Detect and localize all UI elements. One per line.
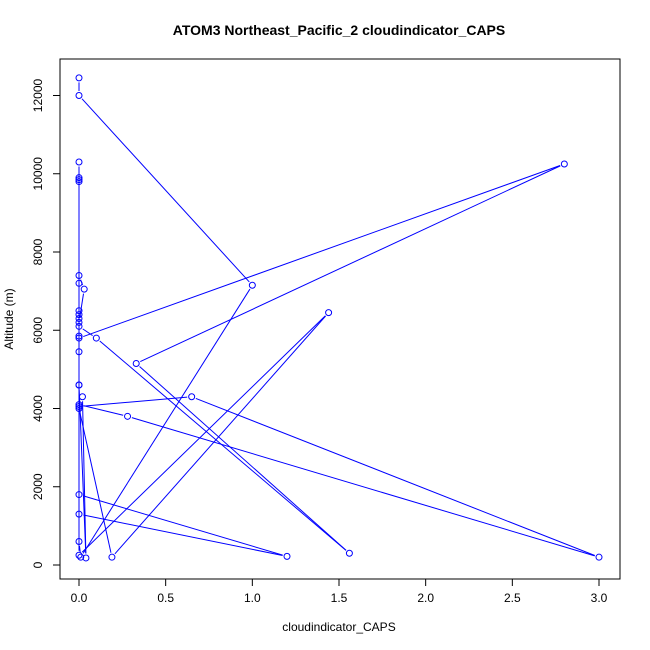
- data-point: [108, 553, 116, 561]
- series-segment: [78, 389, 87, 554]
- data-point: [75, 158, 83, 166]
- series-segment: [82, 401, 87, 554]
- x-tick-label: 2.5: [504, 591, 521, 605]
- data-point: [75, 491, 83, 499]
- data-point: [75, 405, 83, 412]
- data-point: [75, 381, 83, 389]
- data-point: [75, 74, 83, 82]
- data-point: [75, 307, 83, 315]
- data-point: [560, 160, 568, 168]
- data-point: [345, 549, 353, 557]
- series-segment: [139, 366, 347, 551]
- data-point: [80, 285, 88, 293]
- data-point: [75, 538, 83, 546]
- series-segment: [99, 340, 347, 551]
- x-tick-label: 1.5: [331, 591, 348, 605]
- y-tick-label: 10000: [31, 157, 45, 191]
- data-point: [75, 92, 83, 99]
- series-segment: [82, 328, 93, 336]
- series-segment: [83, 405, 124, 416]
- data-point: [325, 309, 333, 317]
- data-point: [75, 334, 83, 342]
- data-point: [78, 393, 86, 401]
- data-point: [283, 552, 291, 560]
- data-series: [75, 74, 603, 562]
- series-segment: [83, 165, 561, 338]
- data-point: [75, 348, 83, 356]
- series-segment: [83, 514, 283, 556]
- x-tick-label: 0.0: [71, 591, 88, 605]
- series-segment: [83, 396, 188, 407]
- series-segment: [81, 98, 250, 283]
- y-tick-label: 0: [31, 561, 45, 568]
- x-tick-label: 0.5: [157, 591, 174, 605]
- x-tick-label: 2.0: [417, 591, 434, 605]
- data-point: [75, 403, 83, 411]
- data-point: [82, 554, 90, 562]
- data-point: [75, 332, 83, 340]
- x-axis-label: cloudindicator_CAPS: [282, 620, 395, 634]
- series-segment: [83, 495, 283, 556]
- series-segment: [78, 545, 81, 553]
- y-tick-label: 2000: [31, 473, 45, 500]
- y-tick-label: 6000: [31, 317, 45, 344]
- data-point: [75, 401, 83, 409]
- data-point: [132, 360, 140, 368]
- data-point: [75, 178, 83, 186]
- data-point: [77, 553, 85, 561]
- data-point: [248, 281, 256, 289]
- series-segment: [195, 397, 595, 556]
- x-tick-label: 3.0: [591, 591, 608, 605]
- data-point: [75, 176, 83, 184]
- data-point: [188, 393, 196, 401]
- y-axis-label: Altitude (m): [2, 288, 16, 349]
- data-point: [75, 279, 83, 287]
- data-point: [75, 271, 83, 279]
- series-segment: [114, 315, 326, 555]
- y-axis: 0 2000 4000 6000 8000 10000 12000: [31, 78, 61, 568]
- chart-title: ATOM3 Northeast_Pacific_2 cloudindicator…: [173, 22, 505, 38]
- x-axis: 0.0 0.5 1.0 1.5 2.0 2.5 3.0: [71, 578, 608, 605]
- y-tick-label: 8000: [31, 238, 45, 265]
- data-point: [92, 334, 100, 342]
- data-point: [75, 315, 83, 323]
- series-segment: [82, 288, 251, 554]
- data-point: [75, 318, 83, 326]
- data-point: [124, 412, 132, 420]
- data-point: [75, 551, 83, 559]
- series-segment: [140, 165, 561, 363]
- plot-frame: [59, 58, 621, 580]
- data-point: [75, 174, 83, 182]
- data-point: [75, 311, 83, 319]
- data-point: [75, 510, 83, 518]
- data-point: [595, 553, 603, 561]
- series-segment: [131, 417, 595, 557]
- series-segment: [81, 315, 326, 553]
- x-tick-label: 1.0: [244, 591, 261, 605]
- y-tick-label: 4000: [31, 395, 45, 422]
- data-point: [75, 322, 83, 330]
- y-tick-label: 12000: [31, 78, 45, 112]
